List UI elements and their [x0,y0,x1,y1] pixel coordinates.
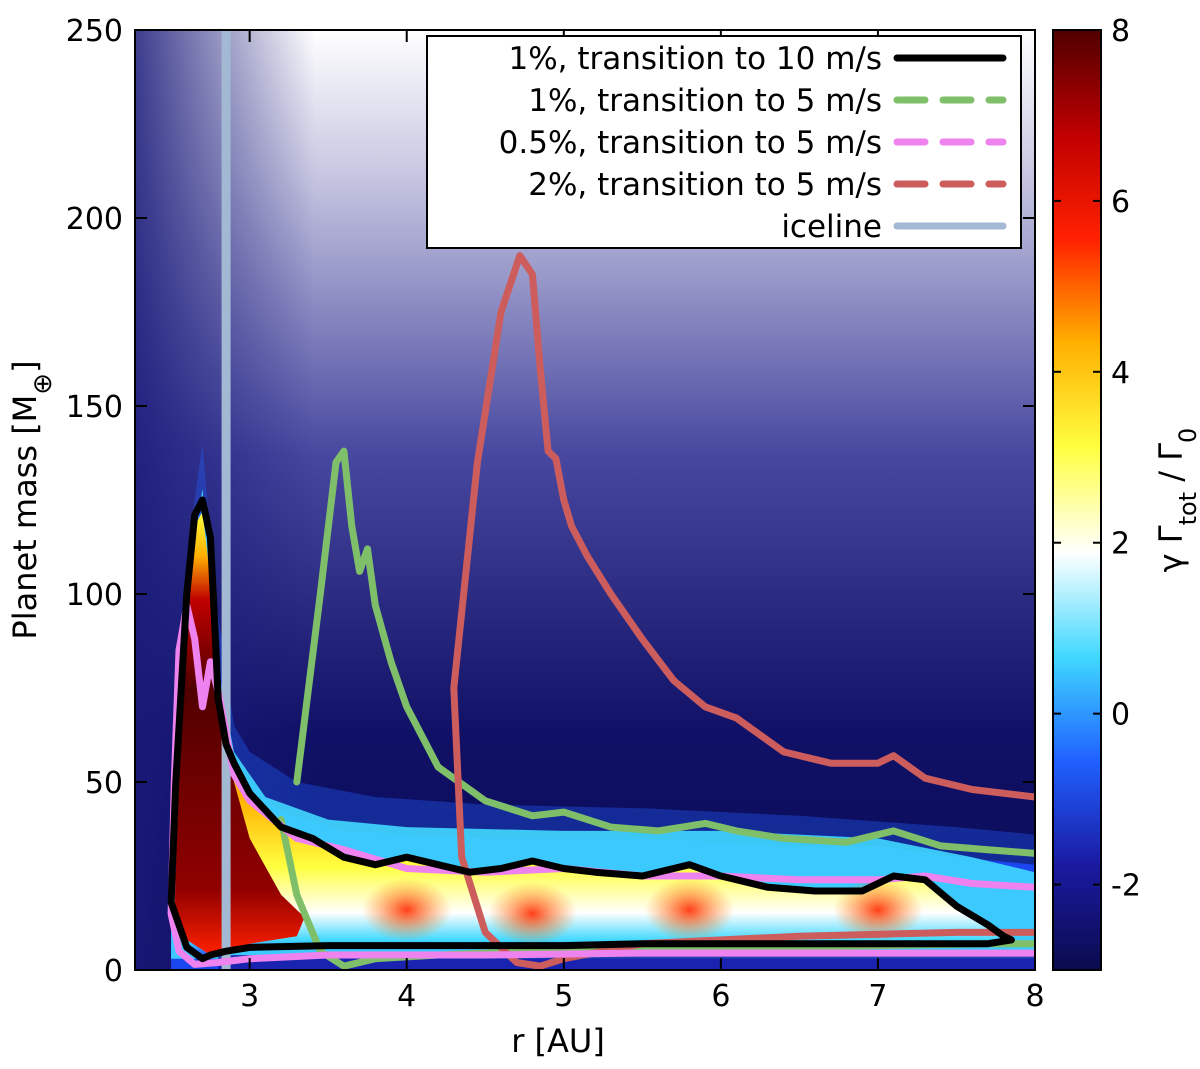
colorbar-label-slash: / Γ [1152,443,1190,492]
series-line-2-transition-to-5-m-s [450,252,1035,801]
x-tick-label-6: 6 [711,979,730,1014]
plot-frame [134,29,1036,971]
y-tick-label-50: 50 [85,766,123,801]
y-axis-label-close: ] [6,360,44,372]
y-tick-label-250: 250 [66,14,123,49]
axis-ticks: 3 4 5 6 7 8 0 50 100 150 200 250 [66,14,1045,1014]
colorbar-tick-label-4: 6 [1111,185,1130,220]
legend-label-2-transition-to-5-m-s: 2%, transition to 5 m/s [528,167,882,203]
colorbar-tick-label-3: 4 [1111,356,1130,391]
colorbar-tick-label-2: 2 [1111,527,1130,562]
legend-label-1-transition-to-5-m-s: 1%, transition to 5 m/s [528,83,882,119]
y-axis-label: Planet mass [M⊕] [6,360,58,639]
colorbar-gradient [1053,30,1101,970]
legend-label-iceline: iceline [781,209,882,245]
series-line-1-transition-to-10-m-s [167,496,1015,963]
colorbar-tick-label-1: 0 [1111,698,1130,733]
x-axis-label: r [AU] [511,1022,605,1060]
series-line-2-transition-to-5-m-s-lower [450,684,1035,970]
colorbar-label-gamma: γ Γ [1152,525,1190,572]
legend-label-0-5-transition-to-5-m-s: 0.5%, transition to 5 m/s [499,125,882,161]
colorbar-tick-label-5: 8 [1111,14,1130,49]
x-tick-label-8: 8 [1025,979,1044,1014]
y-tick-label-150: 150 [66,390,123,425]
colorbar-label-zero: 0 [1174,428,1200,443]
colorbar-label: γ Γtot / Γ0 [1152,428,1200,573]
colorbar-frame [1052,29,1102,971]
colorbar-label-tot: tot [1174,492,1200,526]
y-axis-label-sub: ⊕ [28,373,58,395]
y-tick-label-100: 100 [66,578,123,613]
x-tick-label-5: 5 [554,979,573,1014]
colorbar-tick-label-0: -2 [1111,869,1141,904]
colorbar-ticks: -2 0 2 4 6 8 [1053,14,1141,904]
series-line-1-transition-to-5-m-s [293,447,1035,857]
x-tick-label-7: 7 [868,979,887,1014]
heatmap-hotspot-0 [361,877,452,942]
heatmap-peak-region [174,511,305,955]
x-tick-label-3: 3 [240,979,259,1014]
x-tick-label-4: 4 [397,979,416,1014]
y-tick-label-0: 0 [104,954,123,989]
y-tick-label-200: 200 [66,202,123,237]
heatmap-hotspot-2 [644,877,735,942]
heatmap-hotspot-1 [487,881,578,946]
y-axis-label-main: Planet mass [M [6,395,44,640]
legend: 1%, transition to 10 m/s 1%, transition t… [426,35,1022,249]
series-line-0-5-transition-to-5-m-s [175,601,1035,891]
legend-label-1-transition-to-10-m-s: 1%, transition to 10 m/s [509,41,883,77]
